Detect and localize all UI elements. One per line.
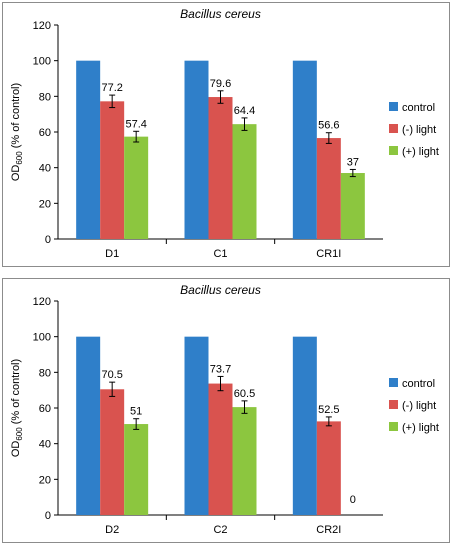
category-label: D1 [105, 248, 119, 260]
data-label: 79.6 [210, 78, 231, 90]
legend-label: control [402, 102, 435, 114]
bar-light [232, 124, 257, 239]
chart-title: Bacillus cereus [180, 283, 261, 297]
legend-swatch [389, 378, 398, 387]
bar-control [292, 336, 317, 515]
chart-panel-top: Bacillus cereus OD600 (% of control) 0 20 40… [2, 2, 450, 267]
y-tick-label: 40 [39, 439, 51, 451]
y-axis-label-rest: (% of control) [10, 359, 22, 427]
data-label: 77.2 [101, 82, 122, 94]
bar-light [208, 97, 233, 240]
bar-light [316, 421, 341, 515]
bar-light [124, 136, 149, 239]
bar-control [184, 60, 209, 239]
data-label: 70.5 [101, 369, 122, 381]
data-label: 64.4 [234, 105, 255, 117]
legend-label: (-) light [402, 400, 436, 412]
legend-label: (+) light [402, 422, 439, 434]
bar-light [124, 424, 149, 515]
y-axis-label-sub: 600 [15, 151, 24, 165]
y-tick-label: 20 [39, 198, 51, 210]
category-label: CR1I [316, 248, 341, 260]
y-axis-label-main: OD [10, 165, 22, 182]
bar-light [232, 407, 257, 515]
y-tick-label: 80 [39, 367, 51, 379]
legend-label: (+) light [402, 146, 439, 158]
category-label: C2 [213, 524, 227, 536]
y-tick-label: 60 [39, 127, 51, 139]
y-tick-label: 100 [33, 332, 51, 344]
bar-control [292, 60, 317, 239]
bar-light [208, 383, 233, 515]
y-tick-label: 0 [45, 234, 51, 246]
legend-swatch [389, 422, 398, 431]
y-tick-label: 80 [39, 91, 51, 103]
legend-swatch [389, 146, 398, 155]
y-tick-label: 60 [39, 403, 51, 415]
category-label: CR2I [316, 524, 341, 536]
chart-panel-bottom: Bacillus cereus OD600 (% of control) 0 20 40… [2, 278, 450, 543]
y-axis-label: OD600 (% of control) [10, 83, 24, 181]
bar-light [316, 138, 341, 239]
y-tick-label: 20 [39, 474, 51, 486]
y-axis-label-main: OD [10, 441, 22, 458]
data-label: 60.5 [234, 388, 255, 400]
bar-light [100, 101, 125, 240]
y-tick-label: 100 [33, 56, 51, 68]
bar-light [340, 173, 365, 239]
data-label: 51 [130, 406, 142, 418]
legend-swatch [389, 102, 398, 111]
data-label: 73.7 [210, 363, 231, 375]
bar-chart-top: Bacillus cereus OD600 (% of control) 0 20 40… [10, 7, 439, 260]
bar-control [76, 336, 101, 515]
data-label: 56.6 [318, 120, 339, 132]
legend-swatch [389, 124, 398, 133]
category-label: C1 [213, 248, 227, 260]
y-tick-label: 120 [33, 296, 51, 308]
y-axis-label: OD600 (% of control) [10, 359, 24, 457]
bar-control [76, 60, 101, 239]
y-tick-label: 40 [39, 163, 51, 175]
data-label: 52.5 [318, 404, 339, 416]
category-label: D2 [105, 524, 119, 536]
y-tick-label: 0 [45, 510, 51, 522]
y-tick-label: 120 [33, 20, 51, 32]
legend-label: control [402, 378, 435, 390]
bar-light [100, 389, 125, 515]
data-label: 37 [347, 156, 359, 168]
chart-title: Bacillus cereus [180, 7, 261, 21]
data-label: 0 [350, 494, 356, 506]
legend-swatch [389, 400, 398, 409]
data-label: 57.4 [125, 118, 146, 130]
bar-control [184, 336, 209, 515]
y-axis-label-sub: 600 [15, 427, 24, 441]
y-axis-label-rest: (% of control) [10, 83, 22, 151]
legend-label: (-) light [402, 124, 436, 136]
